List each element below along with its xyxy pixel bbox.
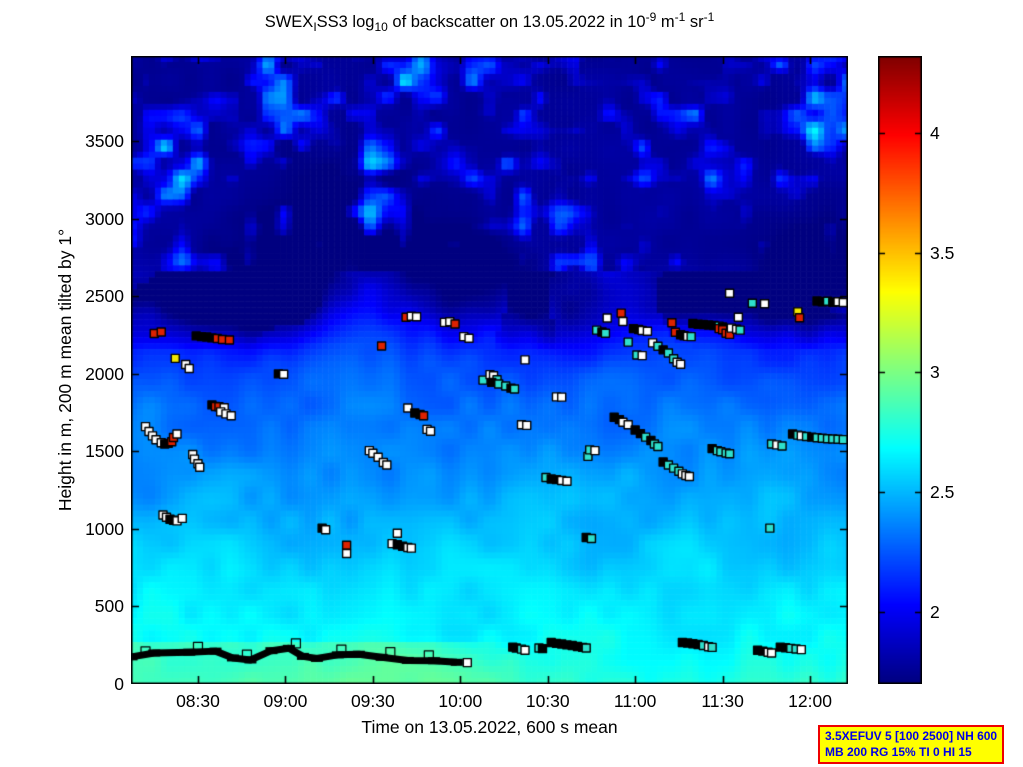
chart-title-part: -1 [674,10,686,24]
x-tick-label: 11:30 [701,691,744,711]
y-tick-label: 3000 [85,208,124,229]
chart-title-part: SWEX [264,13,314,31]
colorbar-tick-label: 3.5 [930,242,955,263]
x-tick-label: 10:00 [438,691,483,711]
y-tick-label: 2500 [85,286,124,307]
chart-title-part: I [313,20,317,34]
chart-title-part: of backscatter on 13.05.2022 in 10 [387,13,646,31]
colorbar-tick-label: 2.5 [930,482,955,503]
heatmap-canvas [131,56,848,684]
annotation-box: 3.5XEFUV 5 [100 2500] NH 600 MB 200 RG 1… [818,725,1005,764]
x-tick-label: 08:30 [176,691,220,711]
y-tick-label: 2000 [85,363,124,384]
chart-title-part: m [656,13,675,31]
chart-title: SWEXISS3 log10 of backscatter on 13.05.2… [131,10,848,34]
plot-area [131,56,848,684]
annotation-line-1: 3.5XEFUV 5 [100 2500] NH 600 [825,729,998,743]
colorbar-canvas [878,56,922,684]
x-tick-label: 12:00 [788,691,832,711]
x-tick-label: 10:30 [525,691,570,711]
y-axis-label: Height in m, 200 m mean tilted by 1° [55,170,77,570]
chart-title-part: SS3 log [316,13,375,31]
y-axis-label-text: Height in m, 200 m mean tilted by 1° [55,228,75,512]
y-tick-label: 1000 [85,518,124,539]
chart-title-part: 10 [374,20,388,34]
colorbar-tick-label: 2 [930,602,940,623]
x-tick-label: 09:00 [263,691,308,711]
colorbar [878,56,922,684]
x-tick-label: 11:00 [613,691,657,711]
x-axis-label: Time on 13.05.2022, 600 s mean [361,717,618,737]
y-tick-label: 3500 [85,131,124,152]
annotation-line-2: MB 200 RG 15% TI 0 HI 15 [825,745,972,759]
colorbar-tick-label: 4 [930,122,940,143]
colorbar-tick-label: 3 [930,362,940,383]
chart-title-part: -1 [703,10,715,24]
chart-title-part: sr [685,13,704,31]
x-tick-label: 09:30 [350,691,395,711]
y-tick-label: 0 [114,674,124,694]
y-tick-label: 500 [94,596,124,617]
chart-title-part: -9 [645,10,657,24]
y-tick-label: 1500 [85,441,124,462]
